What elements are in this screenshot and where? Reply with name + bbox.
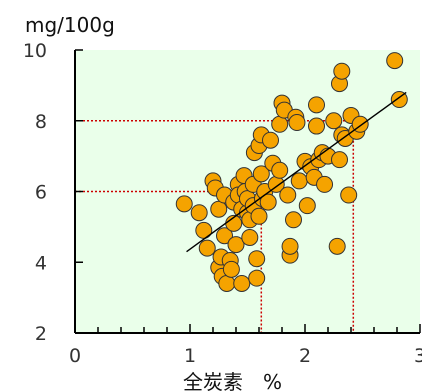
y-tick-label: 4 — [35, 252, 47, 274]
data-point — [279, 186, 297, 204]
data-point — [175, 195, 193, 213]
data-point — [252, 165, 270, 183]
data-point — [298, 197, 316, 215]
data-point — [333, 62, 351, 80]
data-point — [308, 96, 325, 114]
data-point — [328, 237, 346, 255]
axis-ticks — [74, 49, 421, 334]
y-tick-label: 10 — [23, 40, 47, 62]
reference-lines — [75, 120, 355, 333]
data-point — [390, 91, 408, 109]
tick-labels: 0 1 2 3 2 4 6 8 10 — [23, 40, 422, 367]
data-point — [271, 115, 289, 133]
data-point — [262, 131, 279, 149]
data-point — [288, 114, 306, 132]
data-point — [216, 227, 233, 245]
data-point — [386, 52, 404, 70]
data-points — [175, 52, 408, 292]
y-tick-label: 6 — [35, 182, 47, 204]
y-tick-label: 8 — [35, 111, 47, 133]
data-point — [248, 250, 266, 268]
data-point — [241, 228, 259, 246]
x-tick-label: 1 — [184, 345, 196, 367]
data-point — [218, 274, 236, 292]
data-point — [290, 172, 308, 190]
data-point — [331, 151, 348, 169]
x-tick-label: 2 — [299, 345, 311, 367]
x-axis-label: 全炭素 % — [183, 370, 282, 391]
data-point — [210, 200, 228, 218]
data-point — [325, 112, 343, 130]
y-axis-label: mg/100g — [25, 13, 115, 37]
data-point — [227, 236, 245, 254]
y-tick-label: 2 — [35, 323, 47, 345]
data-point — [271, 161, 289, 179]
data-point — [281, 237, 299, 255]
data-point — [233, 274, 251, 292]
x-tick-label: 0 — [69, 345, 81, 367]
data-point — [259, 193, 277, 211]
data-point — [248, 269, 266, 287]
data-point — [308, 117, 325, 135]
x-tick-label: 3 — [414, 345, 422, 367]
data-point — [198, 239, 216, 257]
data-point — [285, 211, 302, 229]
data-point — [250, 207, 268, 225]
data-point — [222, 260, 240, 278]
data-point — [316, 175, 334, 193]
data-point — [190, 204, 208, 222]
data-point — [195, 221, 213, 239]
trend-line — [186, 91, 407, 253]
data-point — [340, 186, 358, 204]
